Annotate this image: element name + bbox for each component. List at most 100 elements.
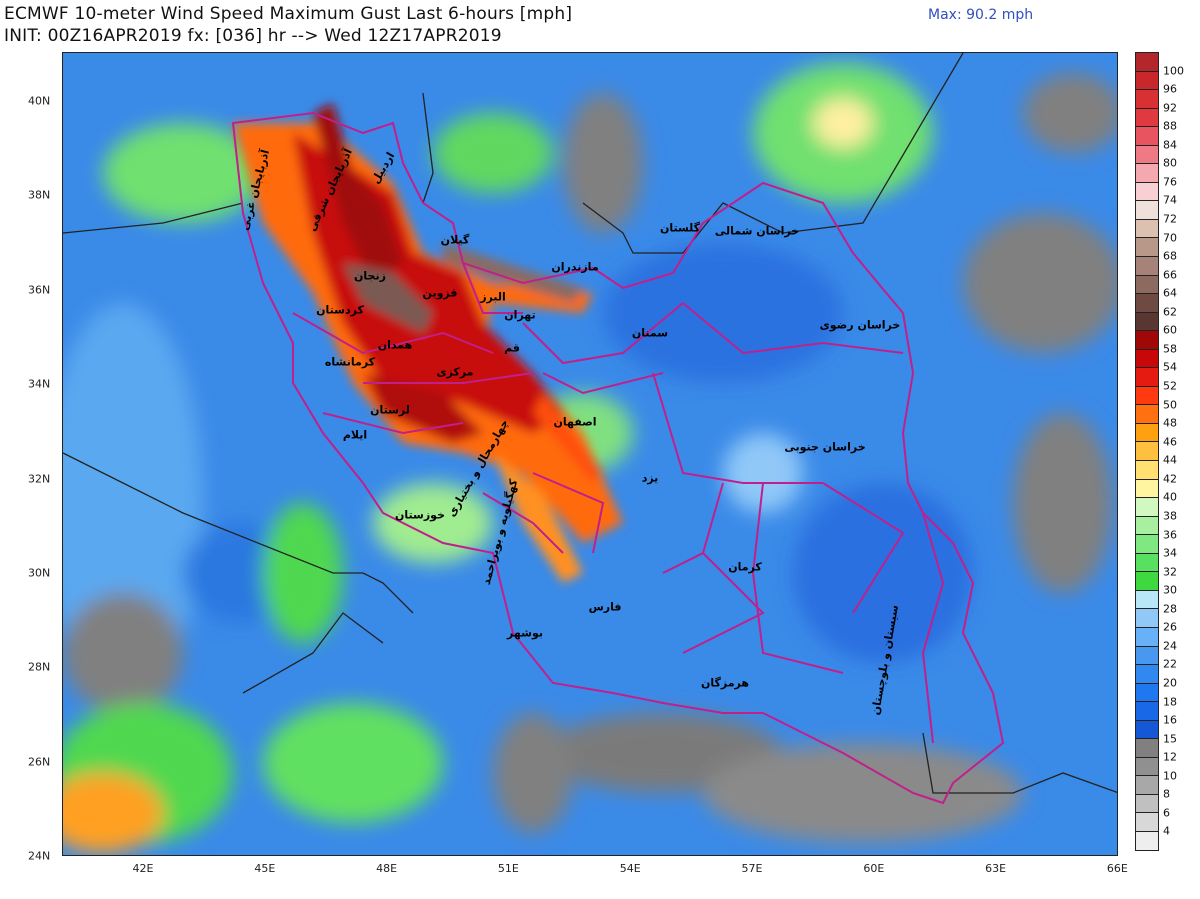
lon-label: 45E [254,862,276,875]
colorbar-label: 48 [1163,416,1177,430]
colorbar-label: 12 [1163,750,1177,764]
colorbar-label: 36 [1163,528,1177,541]
province-label: قم [504,341,520,355]
colorbar-swatch [1135,107,1159,127]
lon-label: 54E [619,862,641,875]
province-label: سمنان [631,326,669,340]
colorbar-label: 70 [1163,231,1177,245]
colorbar-label: 40 [1163,490,1177,504]
colorbar-swatch [1135,237,1159,257]
colorbar-swatch [1135,89,1159,108]
province-label: خراسان جنوبی [784,440,866,454]
lat-label: 38N [28,188,51,202]
colorbar-label: 46 [1163,435,1177,449]
colorbar-label: 34 [1163,546,1177,560]
province-label: قزوین [422,286,458,300]
colorbar-swatch [1135,645,1159,665]
colorbar-label: 8 [1163,787,1170,801]
colorbar-label: 68 [1163,249,1177,263]
province-label: فارس [588,600,622,614]
province-label: مرکزی [436,365,474,379]
colorbar-swatch [1135,626,1159,646]
lon-label: 42E [132,862,154,875]
colorbar-label: 22 [1163,657,1177,671]
colorbar-label: 62 [1163,305,1177,319]
province-label: همدان [377,338,413,352]
province-label: خوزستان [395,508,445,522]
colorbar-swatch [1135,293,1159,312]
coastlines-borders [63,53,1117,794]
colorbar-label: 15 [1163,732,1177,746]
colorbar-label: 6 [1163,806,1170,820]
colorbar-label: 10 [1163,769,1177,783]
lat-label: 32N [28,472,51,486]
colorbar [1135,52,1159,851]
province-label: بوشهر [507,626,543,640]
colorbar-swatch [1135,200,1159,219]
lon-label: 60E [863,862,885,875]
colorbar-label: 20 [1163,676,1177,690]
colorbar-swatch [1135,478,1159,498]
lon-label: 48E [376,862,398,875]
province-label: خراسان شمالی [714,224,800,238]
colorbar-swatch [1135,701,1159,720]
lon-label: 57E [741,862,763,875]
colorbar-label: 24 [1163,639,1177,653]
iran-border [231,111,1005,805]
province-label: زنجان [354,269,386,283]
colorbar-label: 4 [1163,824,1170,838]
colorbar-swatch [1135,422,1159,442]
province-label: کرمان [728,560,762,574]
colorbar-label: 80 [1163,156,1177,170]
colorbar-label: 58 [1163,342,1177,356]
wind-field-high [233,103,623,583]
colorbar-swatch [1135,738,1159,757]
province-label: گلستان [659,221,701,235]
colorbar-label: 26 [1163,620,1177,634]
colorbar-swatch [1135,256,1159,275]
colorbar-label: 64 [1163,286,1177,300]
colorbar-swatch [1135,608,1159,627]
colorbar-label: 38 [1163,509,1177,523]
colorbar-swatch [1135,775,1159,794]
lon-label: 66E [1106,862,1128,875]
province-label: ایلام [342,428,368,442]
colorbar-swatch [1135,571,1159,590]
province-label: البرز [480,290,506,304]
colorbar-swatch [1135,515,1159,535]
wind-gust-map [62,52,1118,856]
lat-label: 34N [28,377,51,391]
colorbar-label: 72 [1163,212,1177,226]
colorbar-swatch [1135,756,1159,776]
map-field [63,53,1117,855]
colorbar-label: 44 [1163,453,1177,467]
colorbar-swatch [1135,830,1159,851]
lat-label: 30N [28,566,51,580]
colorbar-label: 28 [1163,602,1177,616]
colorbar-swatch [1135,497,1159,516]
province-label: مازندران [551,260,599,274]
colorbar-label: 74 [1163,193,1177,207]
colorbar-label: 76 [1163,175,1177,189]
colorbar-swatch [1135,812,1159,831]
colorbar-label: 92 [1163,101,1177,115]
colorbar-swatch [1135,404,1159,423]
lat-label: 24N [28,849,51,863]
province-label: خراسان رضوی [819,318,901,332]
colorbar-swatch [1135,144,1159,164]
map-subtitle: INIT: 00Z16APR2019 fx: [036] hr --> Wed … [4,26,502,46]
colorbar-label: 30 [1163,583,1177,597]
colorbar-swatch [1135,218,1159,238]
lat-label: 28N [28,660,51,674]
lon-label: 63E [985,862,1007,875]
map-title: ECMWF 10-meter Wind Speed Maximum Gust L… [4,4,573,24]
colorbar-swatch [1135,589,1159,609]
colorbar-swatch [1135,682,1159,702]
colorbar-label: 32 [1163,565,1177,579]
colorbar-label: 50 [1163,398,1177,412]
colorbar-swatch [1135,163,1159,182]
lon-label: 51E [497,862,519,875]
province-label: تهران [504,308,536,322]
province-label: کرمانشاه [324,355,376,369]
colorbar-label: 60 [1163,323,1177,337]
